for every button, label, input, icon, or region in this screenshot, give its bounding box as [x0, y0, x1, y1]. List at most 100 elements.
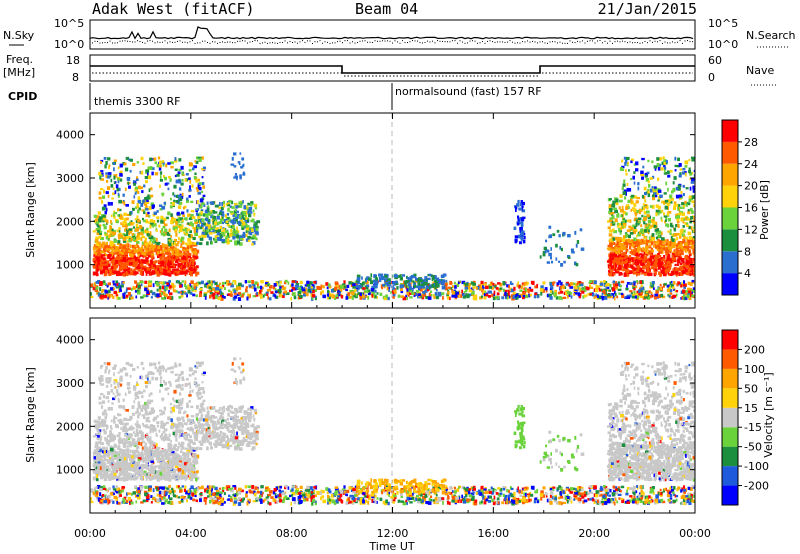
power-cell	[234, 231, 239, 235]
power-cell	[519, 202, 523, 207]
power-cell	[372, 292, 376, 296]
power-cell	[216, 215, 220, 220]
power-cell	[468, 283, 472, 286]
power-cell	[260, 285, 263, 290]
power-cell	[126, 240, 129, 243]
power-cell	[139, 271, 143, 275]
power-cell	[192, 167, 195, 171]
power-cell	[148, 263, 151, 266]
power-cell	[142, 200, 146, 204]
power-cell	[152, 264, 156, 267]
noise-search-dot	[312, 42, 313, 44]
power-cell	[608, 219, 613, 222]
power-cell	[618, 206, 621, 210]
power-cell	[681, 202, 685, 206]
power-cell	[655, 236, 659, 240]
power-cell	[176, 243, 179, 247]
power-cell	[257, 283, 259, 288]
power-cell	[213, 225, 216, 228]
power-cell	[108, 165, 110, 170]
power-cell	[177, 220, 181, 223]
noise-search-dot	[214, 41, 216, 43]
power-cell	[169, 292, 173, 296]
power-cell	[558, 280, 561, 283]
power-cell	[100, 254, 103, 258]
power-cell	[150, 250, 154, 254]
power-cell	[164, 265, 167, 269]
power-cell	[118, 236, 121, 240]
power-cell	[150, 235, 154, 239]
power-cell	[632, 243, 636, 247]
power-cell	[204, 296, 207, 300]
power-cell	[233, 213, 238, 218]
power-cell	[280, 285, 284, 288]
power-cell	[492, 282, 495, 286]
power-cell	[615, 263, 618, 266]
power-cell	[217, 296, 222, 301]
power-cell	[96, 269, 99, 273]
power-cell	[211, 218, 215, 222]
power-cell	[612, 282, 616, 286]
power-cell	[643, 236, 647, 239]
power-cell	[228, 199, 232, 203]
power-cell	[228, 240, 230, 245]
power-cell	[145, 205, 148, 209]
power-cell	[193, 257, 197, 260]
power-cell	[634, 212, 638, 215]
power-cell	[646, 190, 649, 194]
power-cell	[108, 263, 111, 267]
power-cell	[105, 207, 108, 212]
nave-label: Nave	[746, 64, 774, 77]
power-cell	[268, 297, 272, 301]
power-cell	[231, 156, 234, 161]
power-cell	[670, 224, 673, 228]
power-cell	[626, 282, 630, 285]
power-cell	[687, 231, 692, 236]
power-cell	[685, 254, 688, 258]
power-cell	[172, 225, 176, 228]
power-cell	[518, 284, 521, 289]
noise-search-dot	[382, 40, 383, 42]
power-cell	[144, 197, 148, 201]
power-cell	[139, 232, 144, 236]
noise-search-dot	[207, 42, 208, 44]
power-cell	[550, 256, 552, 260]
power-cell	[385, 276, 388, 281]
power-cell	[336, 291, 340, 296]
power-cell	[626, 249, 629, 252]
power-cell	[142, 248, 145, 252]
power-cell	[657, 163, 662, 167]
power-cell	[151, 244, 155, 249]
power-cell	[627, 161, 629, 165]
power-cell	[383, 285, 386, 289]
power-cell	[425, 296, 429, 300]
power-cell	[648, 224, 651, 228]
power-cell	[120, 234, 124, 238]
power-cell	[518, 295, 521, 298]
power-cell	[158, 167, 162, 171]
power-cell	[111, 228, 114, 232]
noise-search-dot	[224, 42, 226, 44]
power-cell	[659, 260, 664, 264]
power-cell	[684, 160, 689, 165]
power-cell	[676, 232, 680, 236]
power-cell	[93, 214, 97, 218]
power-cell	[548, 252, 552, 257]
power-cell	[688, 249, 691, 254]
power-cell	[654, 194, 658, 198]
power-cell	[135, 263, 138, 267]
power-cell	[658, 189, 662, 193]
power-cell	[221, 216, 224, 220]
power-cell	[231, 200, 234, 205]
power-cell	[633, 267, 636, 272]
power-cell	[688, 167, 691, 170]
power-cell	[673, 201, 677, 205]
power-cell	[101, 289, 105, 292]
power-cell	[356, 286, 359, 291]
power-cell	[657, 205, 661, 210]
power-cell	[203, 222, 206, 226]
power-cell	[677, 184, 681, 189]
power-cell	[161, 297, 165, 300]
noise-search-dot	[137, 40, 138, 42]
power-cell	[624, 159, 628, 164]
